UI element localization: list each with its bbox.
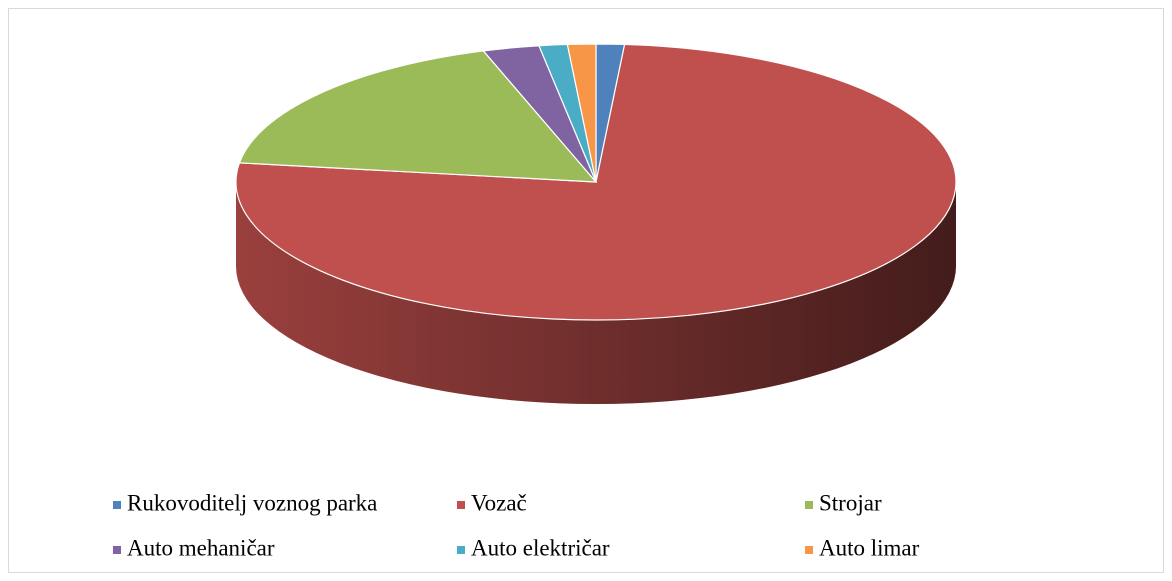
slice — [238, 50, 598, 183]
legend-label: Vozač — [471, 490, 527, 515]
legend-swatch — [457, 546, 465, 554]
legend-swatch — [805, 501, 813, 509]
legend-swatch — [457, 501, 465, 509]
legend-label: Auto limar — [819, 535, 920, 560]
legend-swatch — [113, 501, 121, 509]
legend-label: Auto električar — [471, 535, 610, 560]
legend-label: Auto mehaničar — [127, 535, 275, 560]
legend-swatch — [805, 546, 813, 554]
slice — [566, 43, 597, 183]
legend-label: Strojar — [819, 490, 882, 515]
legend-label: Rukovoditelj voznog parka — [127, 490, 377, 515]
side-shade — [236, 182, 956, 404]
legend-swatch — [113, 546, 121, 554]
